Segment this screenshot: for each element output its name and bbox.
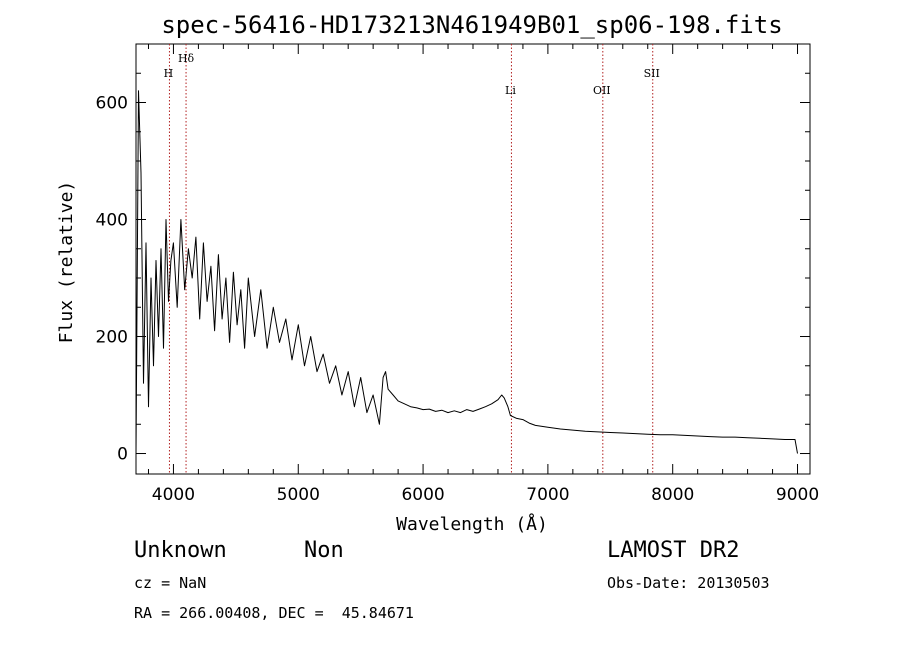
y-tick-label: 400 [96,211,128,231]
chart-title: spec-56416-HD173213N461949B01_sp06-198.f… [161,11,782,39]
marker-label-0: H [164,67,174,80]
object-class: Unknown [134,538,227,563]
obs-date-label: Obs-Date: 20130503 [607,574,770,592]
x-axis-label: Wavelength (Å) [396,513,548,535]
y-tick-label: 600 [96,94,128,114]
x-tick-label: 6000 [401,485,444,505]
redshift-label: cz = NaN [134,574,207,592]
x-tick-label: 4000 [152,485,195,505]
x-tick-label: 7000 [526,485,569,505]
axis-ticks: 4000 5000 6000 7000 8000 9000 0 200 400 600 [96,44,819,505]
x-tick-label: 9000 [776,485,819,505]
y-tick-label: 200 [96,328,128,348]
x-tick-label: 8000 [651,485,694,505]
series-group [135,90,798,454]
radec-label: RA = 266.00408, DEC = 45.84671 [134,604,414,622]
y-tick-label: 0 [117,445,128,465]
object-subclass: Non [304,538,344,563]
line-markers: H Hδ Li OII SII [164,44,660,474]
survey-label: LAMOST DR2 [607,538,740,563]
plot-frame [135,43,811,475]
spectrum-line-0 [135,90,798,454]
marker-label-1: Hδ [178,52,195,65]
marker-label-2: Li [505,84,516,97]
y-axis-label: Flux (relative) [56,181,77,344]
x-tick-label: 5000 [277,485,320,505]
marker-label-3: OII [593,84,611,97]
marker-label-4: SII [644,67,660,80]
